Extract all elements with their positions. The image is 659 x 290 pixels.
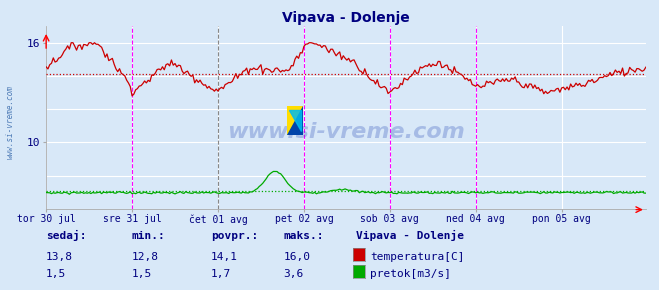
Polygon shape — [287, 106, 303, 135]
Text: www.si-vreme.com: www.si-vreme.com — [5, 85, 14, 159]
Text: 13,8: 13,8 — [46, 251, 73, 262]
Text: 1,7: 1,7 — [211, 269, 231, 279]
Text: maks.:: maks.: — [283, 231, 324, 241]
Text: pretok[m3/s]: pretok[m3/s] — [370, 269, 451, 279]
Text: 16,0: 16,0 — [283, 251, 310, 262]
Text: Vipava - Dolenje: Vipava - Dolenje — [356, 230, 464, 241]
Text: 1,5: 1,5 — [46, 269, 67, 279]
Text: sedaj:: sedaj: — [46, 230, 86, 241]
Text: povpr.:: povpr.: — [211, 231, 258, 241]
Text: min.:: min.: — [132, 231, 165, 241]
Text: www.si-vreme.com: www.si-vreme.com — [227, 122, 465, 142]
Text: 1,5: 1,5 — [132, 269, 152, 279]
Text: 12,8: 12,8 — [132, 251, 159, 262]
Text: 3,6: 3,6 — [283, 269, 304, 279]
Text: temperatura[C]: temperatura[C] — [370, 251, 465, 262]
Title: Vipava - Dolenje: Vipava - Dolenje — [282, 11, 410, 25]
Text: 14,1: 14,1 — [211, 251, 238, 262]
Polygon shape — [289, 110, 301, 130]
